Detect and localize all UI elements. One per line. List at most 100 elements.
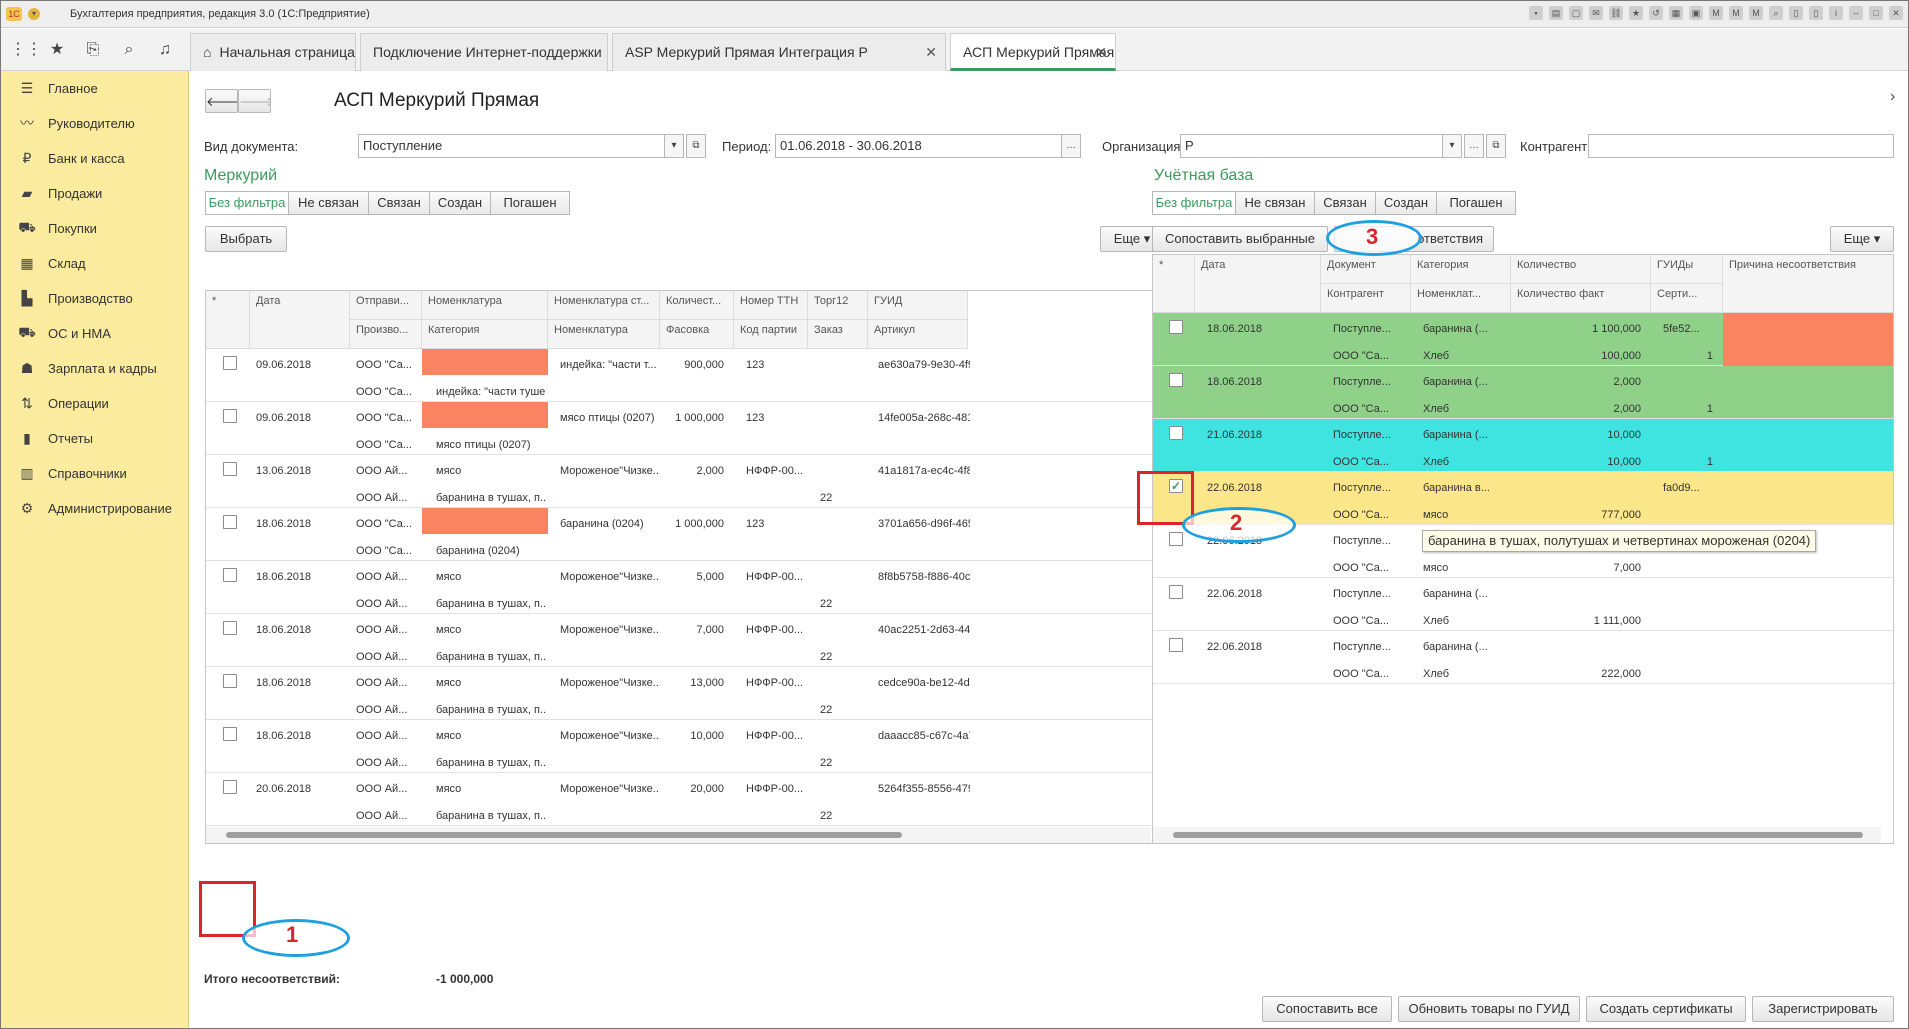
counterparty-field[interactable] xyxy=(1588,134,1894,158)
create-certificates-button[interactable]: Создать сертификаты xyxy=(1586,996,1746,1022)
period-field[interactable]: 01.06.2018 - 30.06.2018 xyxy=(775,134,1081,158)
zoom-icon[interactable]: ⌕ xyxy=(1769,6,1783,20)
column-header[interactable]: Номенклатура ст... xyxy=(548,291,660,320)
column-header[interactable]: Документ xyxy=(1321,255,1411,284)
table-row[interactable]: 20.06.2018 ООО Ай... ООО Ай... мясо баранина… xyxy=(206,773,1165,826)
table-row[interactable]: 13.06.2018 ООО Ай... ООО Ай... мясо баранина… xyxy=(206,455,1165,508)
scrollbar-thumb[interactable] xyxy=(1173,832,1863,838)
sidebar-item-sales[interactable]: ▰ Продажи xyxy=(0,178,189,208)
row-checkbox[interactable] xyxy=(223,621,237,635)
scrollbar-thumb[interactable] xyxy=(226,832,902,838)
row-checkbox[interactable] xyxy=(223,515,237,529)
column-header[interactable]: Заказ xyxy=(808,320,868,349)
column-header[interactable]: Номенклат... xyxy=(1411,284,1511,313)
table-row[interactable]: 21.06.2018 Поступле... ООО "Са... баранина … xyxy=(1153,419,1893,472)
tab-asp-integration[interactable]: ASP Меркурий Прямая Интеграция Р ✕ xyxy=(612,33,946,71)
chevron-right-icon[interactable]: › xyxy=(1890,88,1896,105)
chevron-down-icon[interactable]: ▾ xyxy=(664,134,684,158)
row-checkbox[interactable] xyxy=(1169,585,1183,599)
sidebar-item-admin[interactable]: ⚙ Администрирование xyxy=(0,493,189,523)
column-header[interactable]: * xyxy=(1153,255,1195,313)
table-row[interactable]: 18.06.2018 ООО Ай... ООО Ай... мясо баранина… xyxy=(206,561,1165,614)
left-filter-no-filter[interactable]: Без фильтра xyxy=(205,191,289,215)
table-row[interactable]: 18.06.2018 Поступле... ООО "Са... баранина … xyxy=(1153,366,1893,419)
column-header[interactable]: ГУИД xyxy=(868,291,968,320)
column-header[interactable]: Номер ТТН xyxy=(734,291,808,320)
table-row[interactable]: 22.06.2018 Поступле... ООО "Са... баранина … xyxy=(1153,631,1893,684)
ellipsis-icon[interactable]: … xyxy=(1464,134,1484,158)
row-checkbox[interactable] xyxy=(1169,320,1183,334)
update-goods-by-guid-button[interactable]: Обновить товары по ГУИД xyxy=(1398,996,1580,1022)
sidebar-item-reports[interactable]: ▮ Отчеты xyxy=(0,423,189,453)
memory-plus-icon[interactable]: M xyxy=(1729,6,1743,20)
history-icon[interactable]: ⎘ xyxy=(86,41,100,58)
table-row[interactable]: 18.06.2018 ООО Ай... ООО Ай... мясо баранина… xyxy=(206,614,1165,667)
match-selected-button[interactable]: Сопоставить выбранные xyxy=(1152,226,1328,252)
sidebar-item-main[interactable]: ☰ Главное xyxy=(0,73,189,103)
column-header[interactable]: Номенклатура xyxy=(422,291,548,320)
mercury-grid[interactable]: * Дата Отправи... Номенклатура Номенклатура … xyxy=(205,290,1166,844)
organization-field[interactable]: Р xyxy=(1180,134,1462,158)
column-header[interactable]: Артикул xyxy=(868,320,968,349)
left-filter-linked[interactable]: Связан xyxy=(368,191,430,215)
mail-icon[interactable]: ✉ xyxy=(1589,6,1603,20)
sidebar-item-manager[interactable]: 〰 Руководителю xyxy=(0,108,189,138)
calendar-icon[interactable]: ▦ xyxy=(1669,6,1683,20)
row-checkbox[interactable]: ✓ xyxy=(1169,479,1183,493)
column-header[interactable]: Дата xyxy=(250,291,350,349)
favorites-star-icon[interactable]: ★ xyxy=(49,41,65,58)
column-header[interactable]: Количество факт xyxy=(1511,284,1651,313)
table-row[interactable]: 18.06.2018 ООО "Са... ООО "Са... баранина (… xyxy=(206,508,1165,561)
column-header[interactable]: Причина несоответствия xyxy=(1723,255,1893,313)
column-header[interactable]: Серти... xyxy=(1651,284,1723,313)
sidebar-item-production[interactable]: ▙ Производство xyxy=(0,283,189,313)
chevron-down-icon[interactable]: ▾ xyxy=(1442,134,1462,158)
match-all-button[interactable]: Сопоставить все xyxy=(1262,996,1392,1022)
right-more-button[interactable]: Еще ▾ xyxy=(1830,226,1894,252)
column-header[interactable]: ГУИДы xyxy=(1651,255,1723,284)
sidebar-item-warehouse[interactable]: ▦ Склад xyxy=(0,248,189,278)
print-icon[interactable]: ▤ xyxy=(1549,6,1563,20)
sidebar-item-operations[interactable]: ⇅ Операции xyxy=(0,388,189,418)
column-header[interactable]: Отправи... xyxy=(350,291,422,320)
left-filter-created[interactable]: Создан xyxy=(429,191,491,215)
link-icon[interactable]: ⛓ xyxy=(1609,6,1623,20)
memory-icon[interactable]: M xyxy=(1709,6,1723,20)
select-button[interactable]: Выбрать xyxy=(205,226,287,252)
horizontal-scrollbar[interactable] xyxy=(206,827,1151,843)
history-icon[interactable]: ↺ xyxy=(1649,6,1663,20)
doc-type-field[interactable]: Поступление xyxy=(358,134,684,158)
table-row[interactable]: 22.06.2018 Поступле... ООО "Са... баранина … xyxy=(1153,578,1893,631)
row-checkbox[interactable] xyxy=(223,568,237,582)
maximize-icon[interactable]: □ xyxy=(1869,6,1883,20)
column-header[interactable]: Произво... xyxy=(350,320,422,349)
register-button[interactable]: Зарегистрировать xyxy=(1752,996,1894,1022)
row-checkbox[interactable] xyxy=(223,727,237,741)
column-header[interactable]: Количест... xyxy=(660,291,734,320)
sidebar-item-salary[interactable]: ☗ Зарплата и кадры xyxy=(0,353,189,383)
tab-asp-mercury-direct[interactable]: АСП Меркурий Прямая ✕ xyxy=(950,33,1116,71)
open-icon[interactable]: ⧉ xyxy=(686,134,706,158)
sidebar-item-purchases[interactable]: ⛟ Покупки xyxy=(0,213,189,243)
forward-button[interactable]: 🡒 xyxy=(238,89,271,113)
row-checkbox[interactable] xyxy=(223,356,237,370)
row-checkbox[interactable] xyxy=(1169,532,1183,546)
close-tab-icon[interactable]: ✕ xyxy=(925,44,937,60)
open-icon[interactable]: ⧉ xyxy=(1486,134,1506,158)
table-row[interactable]: 09.06.2018 ООО "Са... ООО "Са... индейка: "… xyxy=(206,349,1165,402)
left-filter-repaid[interactable]: Погашен xyxy=(490,191,570,215)
column-header[interactable]: Торг12 xyxy=(808,291,868,320)
column-header[interactable]: Код партии xyxy=(734,320,808,349)
column-header[interactable]: Категория xyxy=(422,320,548,349)
back-button[interactable]: 🡐 xyxy=(205,89,238,113)
column-header[interactable]: Фасовка xyxy=(660,320,734,349)
sidebar-toggle-icon[interactable]: ▯ xyxy=(1809,6,1823,20)
row-checkbox[interactable] xyxy=(223,409,237,423)
info-icon[interactable]: i xyxy=(1829,6,1843,20)
sidebar-item-assets[interactable]: ⛟ ОС и НМА xyxy=(0,318,189,348)
column-header[interactable]: Контрагент xyxy=(1321,284,1411,313)
sidebar-item-catalogs[interactable]: ▥ Справочники xyxy=(0,458,189,488)
tab-internet-support[interactable]: Подключение Интернет-поддержки xyxy=(360,33,608,71)
table-row[interactable]: 09.06.2018 ООО "Са... ООО "Са... мясо птицы… xyxy=(206,402,1165,455)
right-filter-not-linked[interactable]: Не связан xyxy=(1235,191,1315,215)
